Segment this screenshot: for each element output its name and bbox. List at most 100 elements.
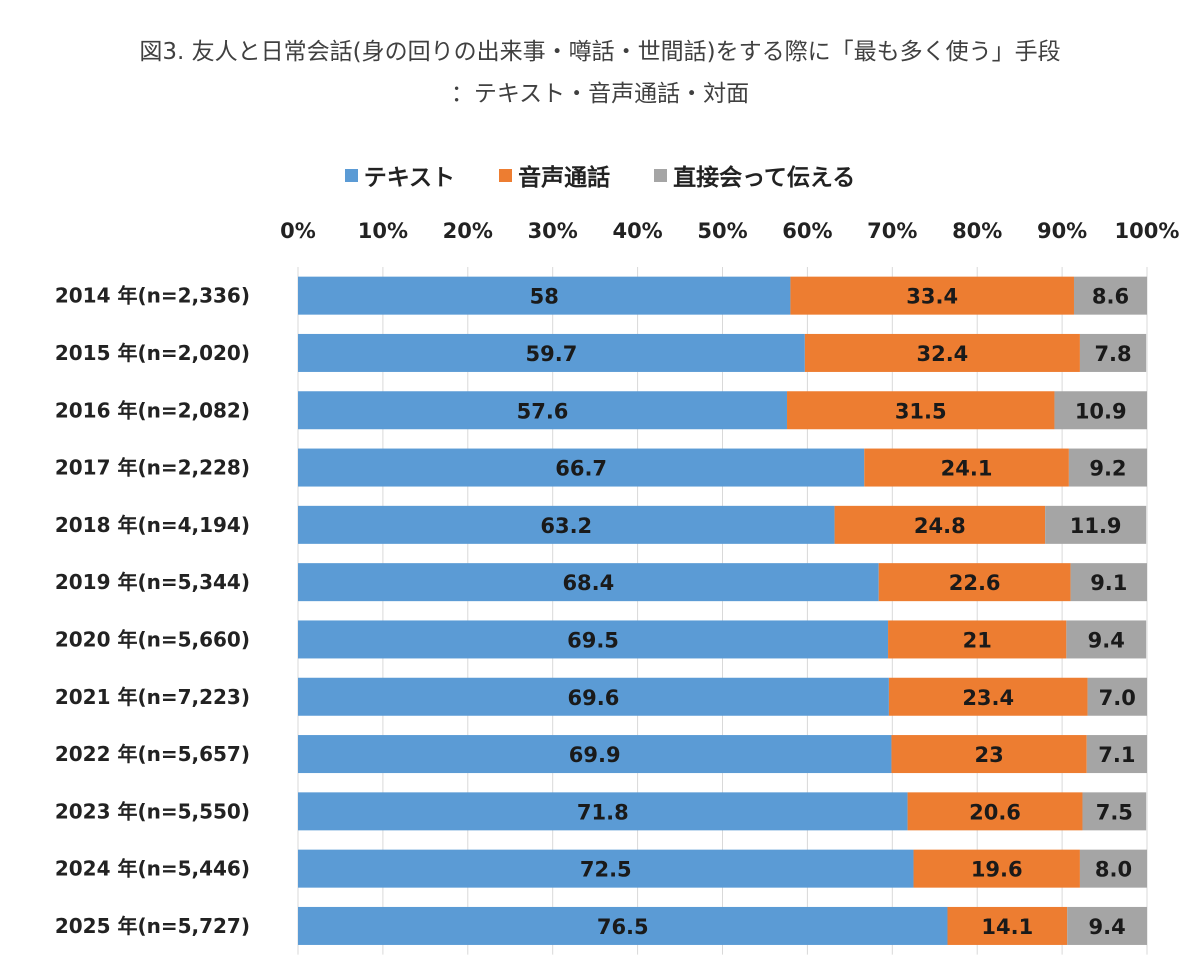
bar-segment bbox=[1054, 391, 1147, 430]
data-label: 68.4 bbox=[562, 571, 614, 595]
bar-segment bbox=[298, 906, 948, 945]
data-label: 69.6 bbox=[568, 686, 620, 710]
bar-segment bbox=[804, 333, 1080, 372]
data-label: 20.6 bbox=[969, 800, 1021, 824]
legend-swatch-in-person bbox=[654, 168, 668, 182]
bar-segment bbox=[1079, 333, 1147, 372]
legend-item-voice: 音声通話 bbox=[499, 158, 610, 192]
bar-segment bbox=[298, 792, 908, 831]
data-label: 24.8 bbox=[914, 514, 966, 538]
bar-segment bbox=[787, 391, 1055, 430]
bar-segment bbox=[913, 849, 1080, 888]
data-label: 58 bbox=[530, 285, 559, 309]
x-tick-label: 90% bbox=[1037, 219, 1087, 243]
data-label: 57.6 bbox=[517, 399, 569, 423]
category-label: 2014 年(n=2,336) bbox=[55, 284, 250, 308]
data-label: 7.1 bbox=[1098, 743, 1135, 767]
x-tick-label: 60% bbox=[782, 219, 832, 243]
data-label: 24.1 bbox=[941, 457, 993, 481]
x-tick-label: 10% bbox=[358, 219, 408, 243]
data-label: 7.5 bbox=[1096, 800, 1133, 824]
bar-segment bbox=[1082, 792, 1147, 831]
data-label: 59.7 bbox=[526, 342, 578, 366]
data-label: 23 bbox=[974, 743, 1003, 767]
data-label: 33.4 bbox=[906, 285, 958, 309]
bar-segment bbox=[1087, 677, 1147, 716]
x-tick-label: 50% bbox=[697, 219, 747, 243]
bar-segment bbox=[298, 563, 879, 602]
bar-segment bbox=[947, 906, 1068, 945]
category-label: 2017 年(n=2,228) bbox=[55, 456, 250, 480]
bar-segment bbox=[907, 792, 1083, 831]
bar-segment bbox=[1068, 448, 1147, 487]
data-label: 32.4 bbox=[916, 342, 968, 366]
bar-segment bbox=[298, 849, 914, 888]
legend-label-in-person: 直接会って伝える bbox=[673, 165, 856, 191]
data-label: 31.5 bbox=[895, 399, 947, 423]
legend-item-in-person: 直接会って伝える bbox=[654, 158, 855, 192]
legend: テキスト 音声通話 直接会って伝える bbox=[0, 158, 1200, 192]
data-label: 8.0 bbox=[1095, 858, 1132, 882]
data-label: 63.2 bbox=[540, 514, 592, 538]
bar-segment bbox=[298, 333, 805, 372]
bar-segment bbox=[878, 563, 1071, 602]
bar-segment bbox=[1045, 505, 1147, 544]
data-label: 14.1 bbox=[981, 915, 1033, 939]
category-label: 2015 年(n=2,020) bbox=[55, 341, 250, 365]
data-label: 7.8 bbox=[1094, 342, 1131, 366]
x-tick-label: 70% bbox=[867, 219, 917, 243]
category-label: 2022 年(n=5,657) bbox=[55, 742, 250, 766]
x-tick-label: 80% bbox=[952, 219, 1002, 243]
category-label: 2023 年(n=5,550) bbox=[55, 799, 250, 823]
data-label: 69.5 bbox=[567, 628, 619, 652]
data-label: 76.5 bbox=[597, 915, 649, 939]
category-label: 2019 年(n=5,344) bbox=[55, 570, 250, 594]
x-tick-label: 100% bbox=[1115, 219, 1180, 243]
category-label: 2020 年(n=5,660) bbox=[55, 627, 250, 651]
bar-segment bbox=[298, 620, 889, 659]
bar-segment bbox=[298, 391, 788, 430]
legend-swatch-voice bbox=[499, 168, 513, 182]
x-tick-label: 20% bbox=[443, 219, 493, 243]
category-label: 2021 年(n=7,223) bbox=[55, 685, 250, 709]
legend-item-text: テキスト bbox=[344, 158, 456, 192]
data-label: 11.9 bbox=[1070, 514, 1122, 538]
x-tick-label: 40% bbox=[612, 219, 662, 243]
data-label: 69.9 bbox=[569, 743, 621, 767]
chart-subtitle: ：テキスト・音声通話・対面 bbox=[450, 81, 750, 107]
bar-segment bbox=[1079, 849, 1147, 888]
bar-segment bbox=[1067, 906, 1147, 945]
data-label: 19.6 bbox=[971, 858, 1023, 882]
data-label: 9.4 bbox=[1088, 915, 1125, 939]
bar-segment bbox=[298, 505, 835, 544]
x-tick-label: 30% bbox=[528, 219, 578, 243]
data-label: 9.4 bbox=[1088, 628, 1125, 652]
bar-segment bbox=[790, 276, 1074, 315]
bar-segment bbox=[298, 448, 865, 487]
data-label: 8.6 bbox=[1092, 285, 1129, 309]
bar-segment bbox=[1066, 620, 1147, 659]
category-label: 2016 年(n=2,082) bbox=[55, 398, 250, 422]
x-tick-label: 0% bbox=[280, 219, 316, 243]
data-label: 66.7 bbox=[555, 457, 607, 481]
bar-segment bbox=[864, 448, 1069, 487]
data-label: 23.4 bbox=[962, 686, 1014, 710]
data-label: 9.1 bbox=[1090, 571, 1127, 595]
data-label: 72.5 bbox=[580, 858, 632, 882]
bar-segment bbox=[1086, 735, 1147, 774]
data-label: 71.8 bbox=[577, 800, 629, 824]
data-label: 22.6 bbox=[949, 571, 1001, 595]
data-label: 7.0 bbox=[1099, 686, 1136, 710]
legend-label-text: テキスト bbox=[363, 165, 456, 191]
bar-segment bbox=[888, 620, 1067, 659]
category-label: 2025 年(n=5,727) bbox=[55, 914, 250, 938]
data-label: 10.9 bbox=[1075, 399, 1127, 423]
bar-segment bbox=[298, 276, 791, 315]
bar-segment bbox=[298, 677, 889, 716]
bar-segment bbox=[834, 505, 1046, 544]
bar-segment bbox=[1073, 276, 1147, 315]
bar-segment bbox=[1070, 563, 1147, 602]
data-label: 9.2 bbox=[1089, 457, 1126, 481]
data-label: 21 bbox=[963, 628, 992, 652]
